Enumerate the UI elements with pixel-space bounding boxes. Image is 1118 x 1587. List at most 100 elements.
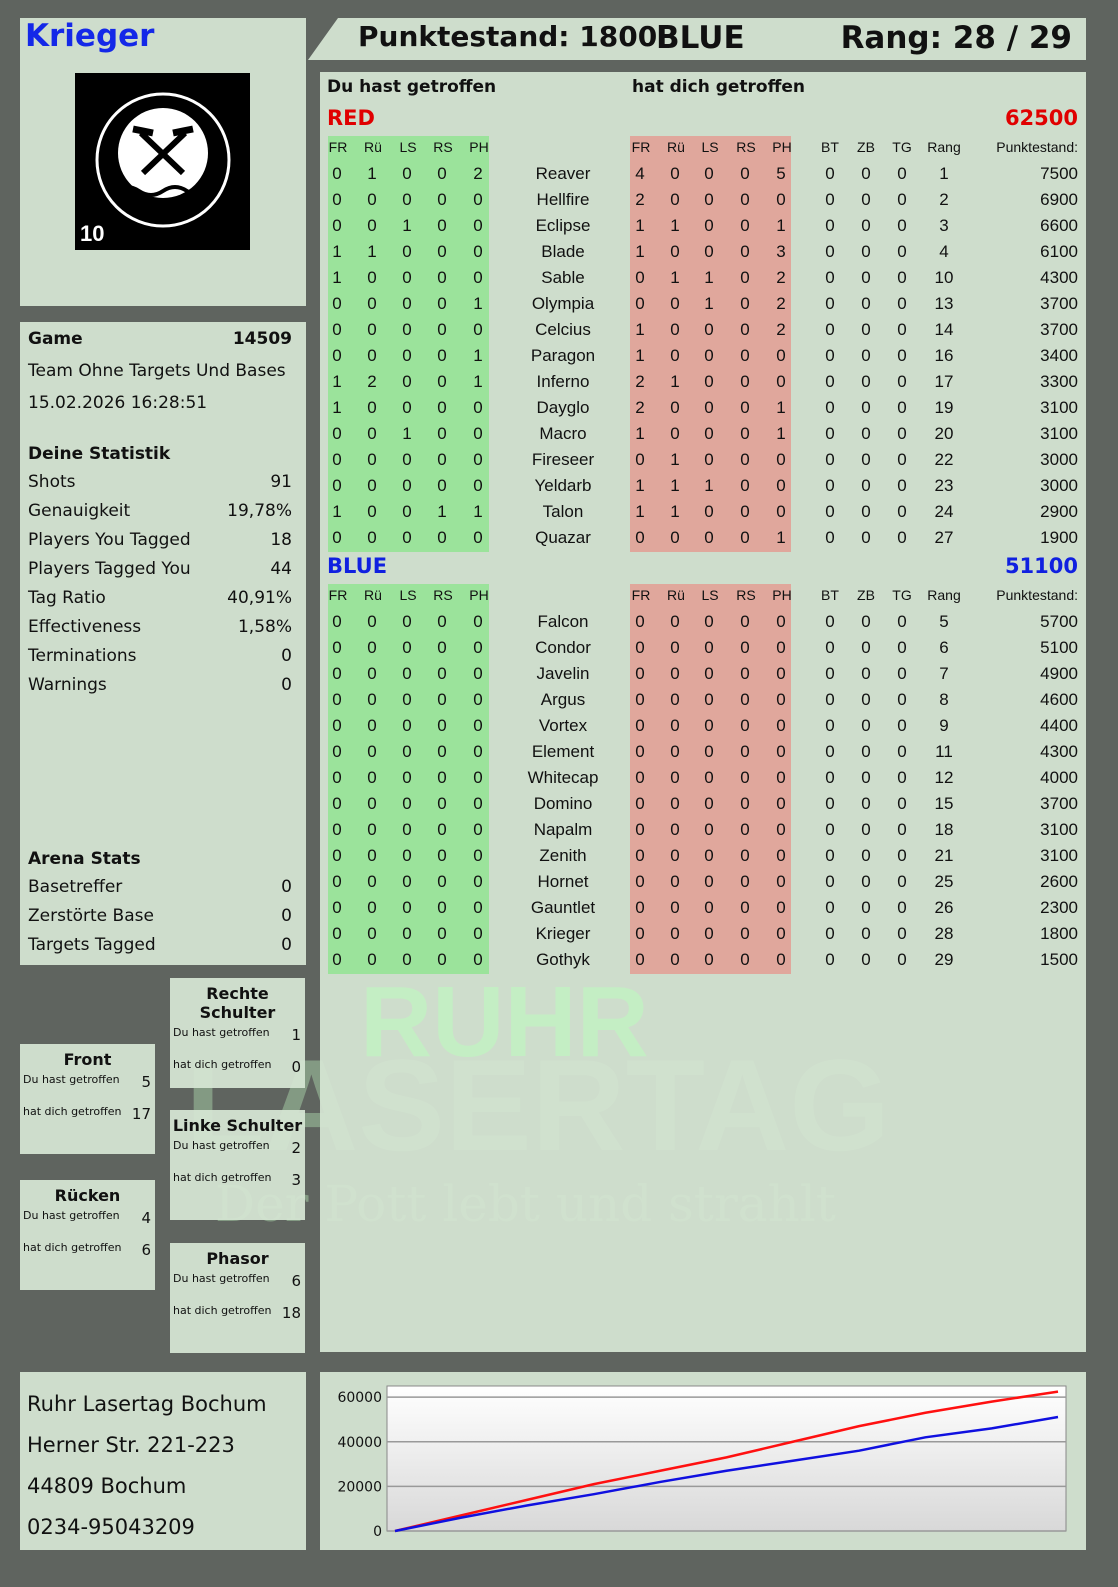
extra-cell: 0 [861, 612, 871, 631]
you-hit-cell: 0 [402, 690, 412, 709]
you-hit-cell: 0 [402, 294, 412, 313]
extra-cell: 0 [825, 612, 835, 631]
you-hit-cell: 0 [437, 768, 447, 787]
player-name: Gauntlet [530, 898, 596, 917]
hit-you-cell: 0 [740, 216, 750, 235]
you-hit-cell: 0 [473, 716, 483, 735]
col-header-PH: PH [469, 139, 489, 155]
player-name: Celcius [535, 320, 591, 339]
hit-you-cell: 1 [670, 450, 680, 469]
you-hit-cell: 1 [332, 398, 342, 417]
you-hit-cell: 0 [332, 320, 342, 339]
player-name: Sable [541, 268, 585, 287]
y-tick-label: 0 [373, 1524, 382, 1540]
you-hit-cell: 0 [332, 346, 342, 365]
you-hit-cell: 0 [332, 612, 342, 631]
player-rank: 1 [939, 164, 949, 183]
you-hit-cell: 0 [367, 898, 377, 917]
hit-you-cell: 0 [670, 242, 680, 261]
hit-you-cell: 0 [740, 502, 750, 521]
hit-you-cell: 1 [635, 320, 645, 339]
extra-cell: 0 [897, 612, 907, 631]
hit-you-cell: 0 [776, 612, 786, 631]
you-hit-cell: 0 [437, 716, 447, 735]
col-header-PH: PH [469, 587, 489, 603]
you-hit-cell: 0 [332, 846, 342, 865]
you-hit-cell: 0 [437, 450, 447, 469]
you-hit-cell: 0 [402, 820, 412, 839]
player-rank: 27 [934, 528, 954, 547]
hitbox-them-row: hat dich getroffen 0 [170, 1058, 305, 1076]
you-hit-cell: 0 [367, 502, 377, 521]
you-hit-cell: 0 [367, 476, 377, 495]
hitbox-them-label: hat dich getroffen [23, 1105, 122, 1118]
hit-you-cell: 1 [670, 476, 680, 495]
you-hit-cell: 0 [473, 742, 483, 761]
extra-cell: 0 [897, 846, 907, 865]
player-score: 3400 [1040, 346, 1078, 365]
hit-you-cell: 1 [635, 216, 645, 235]
hit-you-cell: 0 [776, 664, 786, 683]
hit-you-cell: 0 [776, 872, 786, 891]
player-name: Element [531, 742, 595, 761]
player-name: Olympia [531, 294, 595, 313]
extra-cell: 0 [897, 242, 907, 261]
extra-cell: 0 [861, 664, 871, 683]
extra-cell: 0 [897, 398, 907, 417]
game-row: Game 14509 [28, 329, 292, 349]
extra-cell: 0 [897, 216, 907, 235]
player-name: Paragon [530, 346, 596, 365]
extra-cell: 0 [897, 346, 907, 365]
extra-cell: 0 [861, 450, 871, 469]
series-line-1 [394, 1415, 1059, 1533]
extra-cell: 0 [897, 950, 907, 969]
hit-you-cell: 0 [670, 320, 680, 339]
you-hit-cell: 0 [473, 820, 483, 839]
team-score-red: 62500 [1004, 106, 1078, 130]
player-score: 1800 [1040, 924, 1078, 943]
player-name: Reaver [535, 164, 591, 183]
you-hit-cell: 0 [473, 528, 483, 547]
hit-you-cell: 1 [635, 242, 645, 261]
you-hit-cell: 0 [332, 690, 342, 709]
you-hit-cell: 0 [437, 294, 447, 313]
you-hit-cell: 0 [473, 190, 483, 209]
you-hit-cell: 0 [402, 898, 412, 917]
player-name: Zenith [539, 846, 587, 865]
extra-cell: 0 [825, 346, 835, 365]
hitbox-title: Rücken [54, 1186, 121, 1205]
hit-you-cell: 0 [670, 612, 680, 631]
hit-you-cell: 0 [740, 372, 750, 391]
player-rank: 14 [934, 320, 954, 339]
hit-you-cell: 0 [704, 242, 714, 261]
hit-you-cell: 0 [776, 716, 786, 735]
hit-you-cell: 0 [740, 164, 750, 183]
svg-text:10: 10 [80, 221, 104, 246]
hit-you-cell: 0 [704, 872, 714, 891]
hit-you-cell: 0 [740, 664, 750, 683]
hitbox-them-label: hat dich getroffen [173, 1304, 272, 1317]
hit-you-cell: 0 [776, 502, 786, 521]
you-hit-cell: 0 [367, 950, 377, 969]
player-score: 2300 [1040, 898, 1078, 917]
hit-you-cell: 0 [670, 872, 680, 891]
hit-you-cell: 0 [635, 742, 645, 761]
hit-you-cell: 0 [740, 794, 750, 813]
you-hit-cell: 0 [473, 638, 483, 657]
hit-you-cell: 5 [776, 164, 786, 183]
player-rank: 12 [934, 768, 954, 787]
you-hit-cell: 0 [332, 424, 342, 443]
player-name: Eclipse [535, 216, 591, 235]
col-header-RS: RS [736, 587, 756, 603]
hit-you-block [630, 136, 791, 552]
hit-you-cell: 0 [776, 690, 786, 709]
y-tick-label: 60000 [337, 1390, 382, 1406]
hitbox-front: Front Du hast getroffen 5 hat dich getroffe… [20, 1044, 155, 1154]
you-hit-cell: 0 [473, 450, 483, 469]
stat-label: Players Tagged You [28, 559, 191, 579]
you-hit-cell: 0 [332, 164, 342, 183]
col-header-FR: FR [328, 587, 348, 603]
player-rank: 18 [934, 820, 954, 839]
you-hit-cell: 0 [367, 450, 377, 469]
hit-you-cell: 0 [670, 768, 680, 787]
